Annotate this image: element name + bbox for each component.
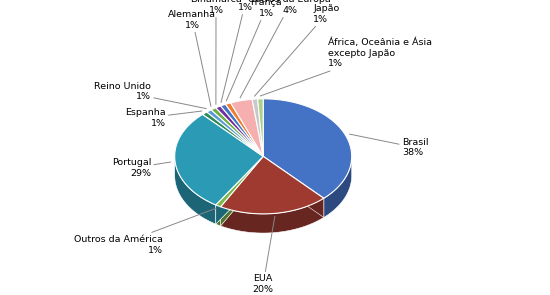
Polygon shape xyxy=(221,156,263,226)
Polygon shape xyxy=(221,104,263,156)
Polygon shape xyxy=(226,103,263,156)
Polygon shape xyxy=(263,99,351,198)
Text: Dinamarca
1%: Dinamarca 1% xyxy=(190,0,242,104)
Polygon shape xyxy=(216,156,263,224)
Text: Espanha
1%: Espanha 1% xyxy=(125,108,202,128)
Polygon shape xyxy=(230,99,263,156)
Polygon shape xyxy=(216,156,263,224)
Polygon shape xyxy=(175,157,216,224)
Polygon shape xyxy=(202,112,263,156)
Text: França
1%: França 1% xyxy=(226,0,282,101)
Polygon shape xyxy=(221,156,263,226)
Polygon shape xyxy=(263,156,324,217)
Polygon shape xyxy=(175,114,263,205)
Polygon shape xyxy=(221,198,324,233)
Polygon shape xyxy=(216,156,263,207)
Text: Holanda
1%: Holanda 1% xyxy=(221,0,265,103)
Polygon shape xyxy=(221,156,324,214)
Polygon shape xyxy=(324,156,351,217)
Text: Brasil
38%: Brasil 38% xyxy=(350,134,428,157)
Text: Alemanha
1%: Alemanha 1% xyxy=(168,10,216,106)
Polygon shape xyxy=(216,106,263,156)
Text: África, Oceânia e Ásia
excepto Japão
1%: África, Oceânia e Ásia excepto Japão 1% xyxy=(260,38,432,96)
Polygon shape xyxy=(263,156,324,217)
Polygon shape xyxy=(211,108,263,156)
Polygon shape xyxy=(252,99,263,156)
Text: Outros da Europa
4%: Outros da Europa 4% xyxy=(240,0,331,98)
Polygon shape xyxy=(216,205,221,226)
Text: EUA
20%: EUA 20% xyxy=(252,216,275,294)
Text: Reino Unido
1%: Reino Unido 1% xyxy=(94,82,206,109)
Polygon shape xyxy=(207,110,263,156)
Text: Outros da América
1%: Outros da América 1% xyxy=(74,208,216,255)
Text: Portugal
29%: Portugal 29% xyxy=(112,158,170,178)
Text: Japão
1%: Japão 1% xyxy=(255,4,339,96)
Polygon shape xyxy=(257,99,263,156)
